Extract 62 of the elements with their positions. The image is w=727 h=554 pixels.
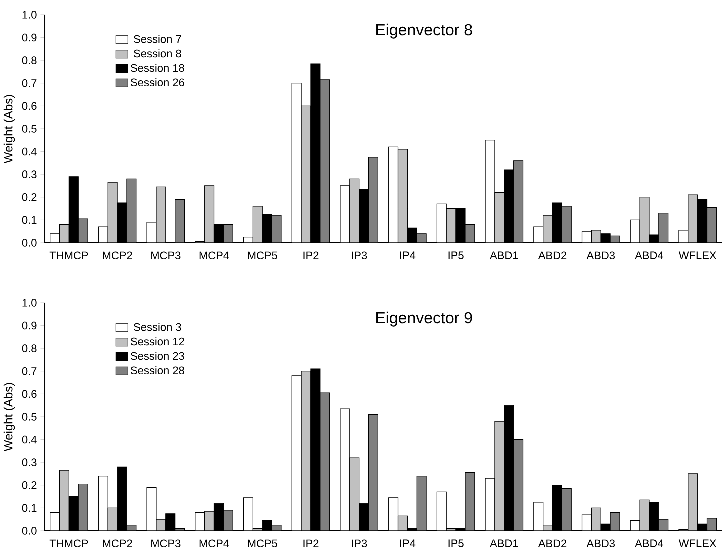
y-tick-label: 1.0 bbox=[22, 11, 37, 19]
text: Eigenvector 8 bbox=[376, 24, 472, 39]
y-tick-label: 0.1 bbox=[22, 216, 37, 224]
x-tick-label: IP3 bbox=[352, 540, 368, 548]
legend-label: Session 8 bbox=[134, 50, 182, 58]
x-tick-label: MCP5 bbox=[248, 540, 278, 548]
legend-label: Session 18 bbox=[130, 64, 184, 72]
y-tick-label: 0.8 bbox=[22, 344, 37, 352]
x-tick-label: ABD2 bbox=[538, 252, 567, 260]
y-tick-label: 0.4 bbox=[22, 436, 37, 444]
x-tick-label: IP2 bbox=[304, 252, 319, 260]
y-tick-label: 0.3 bbox=[22, 170, 37, 178]
x-tick-label: WFLEX bbox=[678, 252, 717, 260]
y-tick-label: 0.5 bbox=[22, 413, 37, 421]
y-tick-label: 0.6 bbox=[22, 102, 37, 110]
x-tick-label: IP4 bbox=[400, 252, 416, 260]
y-tick-label: 1.0 bbox=[22, 299, 37, 307]
x-tick-label: THMCP bbox=[50, 540, 88, 548]
x-tick-label: IP5 bbox=[448, 252, 464, 260]
legend-label: Session 23 bbox=[130, 352, 184, 360]
y-tick-label: 0.4 bbox=[22, 148, 37, 156]
x-tick-label: ABD3 bbox=[586, 540, 616, 548]
legend-label: Session 28 bbox=[130, 366, 184, 375]
x-tick-label: MCP2 bbox=[103, 540, 132, 548]
x-tick-label: IP2 bbox=[304, 540, 319, 548]
y-tick-label: 0.0 bbox=[22, 239, 37, 247]
x-tick-label: WFLEX bbox=[678, 540, 717, 548]
x-tick-label: ABD4 bbox=[635, 252, 664, 260]
y-axis-title: Weight (Abs) bbox=[4, 383, 16, 452]
y-tick-label: 0.8 bbox=[22, 56, 37, 64]
x-tick-label: MCP4 bbox=[200, 540, 230, 548]
y-tick-label: 0.7 bbox=[22, 79, 37, 88]
x-tick-label: ABD1 bbox=[490, 252, 518, 260]
x-tick-label: THMCP bbox=[50, 252, 88, 260]
y-tick-label: 0.0 bbox=[22, 527, 37, 535]
y-tick-label: 0.6 bbox=[22, 390, 37, 398]
x-tick-label: ABD4 bbox=[635, 540, 664, 548]
x-tick-label: IP4 bbox=[400, 540, 416, 548]
legend-label: Session 26 bbox=[130, 78, 184, 87]
legend-label: Session 3 bbox=[134, 323, 182, 332]
y-tick-label: 0.2 bbox=[22, 193, 37, 202]
y-tick-label: 0.9 bbox=[22, 34, 37, 42]
x-tick-label: IP3 bbox=[352, 252, 368, 260]
x-tick-label: MCP3 bbox=[152, 252, 181, 260]
x-tick-label: ABD3 bbox=[586, 252, 616, 260]
x-tick-label: ABD2 bbox=[538, 540, 567, 548]
y-tick-label: 0.9 bbox=[22, 322, 37, 330]
text: Eigenvector 9 bbox=[376, 312, 472, 327]
y-tick-label: 0.5 bbox=[22, 125, 37, 133]
y-tick-label: 0.2 bbox=[22, 481, 37, 490]
x-tick-label: MCP3 bbox=[152, 540, 181, 548]
x-tick-label: MCP2 bbox=[103, 252, 132, 260]
y-axis-title: Weight (Abs) bbox=[4, 95, 16, 164]
legend-label: Session 7 bbox=[134, 35, 182, 44]
y-tick-label: 0.1 bbox=[22, 504, 37, 512]
x-tick-label: MCP5 bbox=[248, 252, 278, 260]
x-tick-label: IP5 bbox=[448, 540, 464, 548]
y-tick-label: 0.7 bbox=[22, 367, 37, 376]
x-tick-label: MCP4 bbox=[200, 252, 230, 260]
legend-label: Session 12 bbox=[130, 338, 184, 346]
x-tick-label: ABD1 bbox=[490, 540, 518, 548]
y-tick-label: 0.3 bbox=[22, 458, 37, 466]
